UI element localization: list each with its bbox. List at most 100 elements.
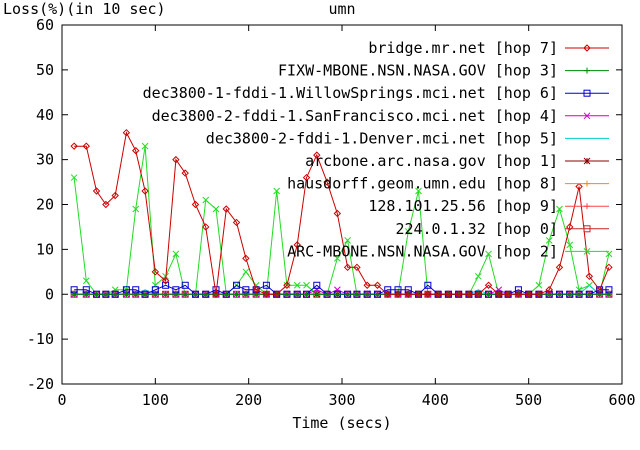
legend-label: arcbone.arc.nasa.gov [hop 1] bbox=[305, 152, 558, 170]
data-point bbox=[545, 286, 553, 294]
x-tick-label: 200 bbox=[235, 391, 262, 409]
data-point bbox=[202, 223, 210, 231]
data-point bbox=[583, 89, 591, 97]
y-tick-label: 40 bbox=[36, 106, 54, 124]
y-tick-label: -10 bbox=[27, 330, 54, 348]
series-1 bbox=[70, 128, 613, 298]
data-point bbox=[585, 272, 594, 281]
x-tick-label: 600 bbox=[608, 391, 635, 409]
data-point bbox=[242, 268, 250, 276]
y-tick-label: 10 bbox=[36, 240, 54, 258]
data-point bbox=[191, 200, 200, 209]
data-point bbox=[535, 290, 543, 298]
data-point bbox=[584, 203, 590, 210]
data-point bbox=[584, 67, 590, 74]
data-point bbox=[313, 281, 321, 289]
data-point bbox=[132, 205, 140, 213]
data-point bbox=[222, 205, 230, 213]
data-point bbox=[605, 291, 612, 298]
data-point bbox=[233, 291, 240, 298]
y-tick-label: 20 bbox=[36, 196, 54, 214]
data-point bbox=[272, 290, 281, 298]
data-point bbox=[576, 291, 583, 298]
chart-title: umn bbox=[328, 0, 355, 18]
data-point bbox=[566, 241, 574, 249]
data-point bbox=[111, 191, 119, 200]
data-point bbox=[182, 291, 189, 298]
data-point bbox=[313, 151, 321, 159]
data-point bbox=[132, 146, 140, 155]
data-point bbox=[485, 250, 492, 258]
data-point bbox=[465, 290, 473, 298]
data-point bbox=[583, 112, 591, 120]
data-point bbox=[70, 142, 78, 150]
data-point bbox=[394, 290, 402, 298]
data-point bbox=[223, 291, 230, 298]
x-tick-label: 300 bbox=[328, 391, 355, 409]
x-axis-label: Time (secs) bbox=[292, 414, 391, 432]
data-point bbox=[535, 281, 543, 289]
legend-entry: ARC-MBONE.NSN.NASA.GOV [hop 2] bbox=[287, 242, 609, 260]
data-point bbox=[82, 142, 90, 150]
data-point bbox=[605, 263, 613, 272]
data-point bbox=[202, 291, 209, 298]
data-point bbox=[123, 291, 130, 298]
data-point bbox=[583, 157, 591, 165]
data-point bbox=[313, 291, 320, 298]
data-point bbox=[514, 290, 523, 298]
legend-entry: dec3800-1-fddi-1.WillowSprings.mci.net [… bbox=[143, 84, 609, 102]
data-point bbox=[71, 291, 78, 298]
data-point bbox=[434, 290, 442, 298]
data-point bbox=[212, 205, 220, 213]
legend-label: 224.0.1.32 [hop 0] bbox=[395, 220, 558, 238]
y-axis-label: Loss(%)(in 10 sec) bbox=[3, 0, 166, 18]
y-tick-label: 0 bbox=[45, 285, 54, 303]
data-point bbox=[181, 281, 189, 289]
y-tick-label: 30 bbox=[36, 151, 54, 169]
data-point bbox=[161, 277, 170, 285]
data-point bbox=[384, 290, 392, 298]
data-point bbox=[595, 286, 604, 294]
data-point bbox=[583, 225, 591, 233]
data-point bbox=[584, 180, 590, 187]
legend-entry: 224.0.1.32 [hop 0] bbox=[395, 220, 609, 238]
data-point bbox=[323, 178, 331, 186]
data-point bbox=[373, 281, 382, 289]
data-point bbox=[474, 272, 482, 280]
data-point bbox=[141, 142, 149, 150]
data-point bbox=[141, 187, 149, 195]
data-point bbox=[344, 291, 351, 298]
legend-label: 128.101.25.56 [hop 9] bbox=[368, 197, 558, 215]
x-tick-label: 100 bbox=[142, 391, 169, 409]
data-point bbox=[152, 291, 159, 298]
legend-label: bridge.mr.net [hop 7] bbox=[368, 39, 558, 57]
data-point bbox=[102, 200, 110, 209]
legend-label: hausdorff.geom.umn.edu [hop 8] bbox=[287, 175, 558, 193]
data-point bbox=[232, 218, 241, 227]
data-point bbox=[444, 290, 453, 298]
data-point bbox=[233, 281, 241, 289]
data-point bbox=[556, 205, 563, 213]
data-point bbox=[495, 290, 503, 298]
data-point bbox=[524, 290, 533, 298]
data-point bbox=[313, 286, 321, 294]
data-point bbox=[353, 291, 360, 298]
data-point bbox=[293, 281, 301, 289]
data-point bbox=[93, 291, 100, 298]
data-point bbox=[566, 291, 573, 298]
data-point bbox=[404, 290, 412, 298]
data-point bbox=[575, 182, 583, 191]
data-point bbox=[363, 281, 371, 289]
data-point bbox=[102, 291, 109, 298]
x-tick-label: 400 bbox=[422, 391, 449, 409]
data-point bbox=[545, 237, 553, 244]
data-point bbox=[374, 291, 381, 298]
data-point bbox=[82, 277, 90, 285]
legend-entry: dec3800-2-fddi-1.Denver.mci.net [hop 5] bbox=[206, 129, 609, 147]
legend-label: ARC-MBONE.NSN.NASA.GOV [hop 2] bbox=[287, 242, 558, 260]
data-point bbox=[70, 174, 78, 181]
y-tick-label: 50 bbox=[36, 61, 54, 79]
data-point bbox=[334, 291, 341, 298]
data-point bbox=[333, 286, 341, 294]
data-point bbox=[83, 291, 90, 298]
